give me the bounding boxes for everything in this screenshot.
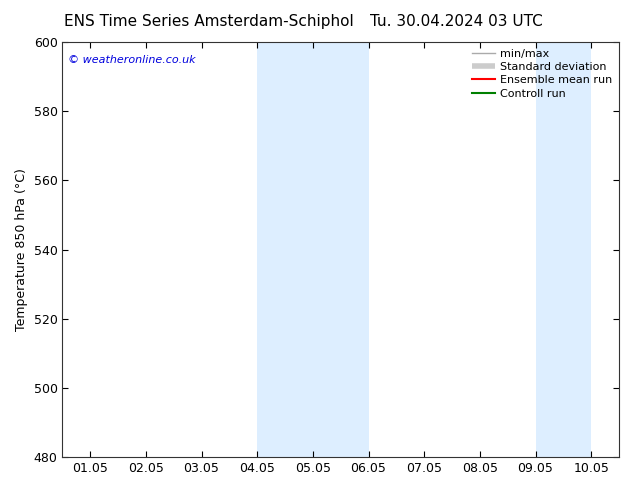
Bar [257,42,368,457]
Text: Tu. 30.04.2024 03 UTC: Tu. 30.04.2024 03 UTC [370,14,543,29]
Text: ENS Time Series Amsterdam-Schiphol: ENS Time Series Amsterdam-Schiphol [64,14,354,29]
Legend: min/max, Standard deviation, Ensemble mean run, Controll run: min/max, Standard deviation, Ensemble me… [468,44,617,103]
Text: © weatheronline.co.uk: © weatheronline.co.uk [68,54,196,65]
Y-axis label: Temperature 850 hPa (°C): Temperature 850 hPa (°C) [15,168,28,331]
Bar [536,42,591,457]
